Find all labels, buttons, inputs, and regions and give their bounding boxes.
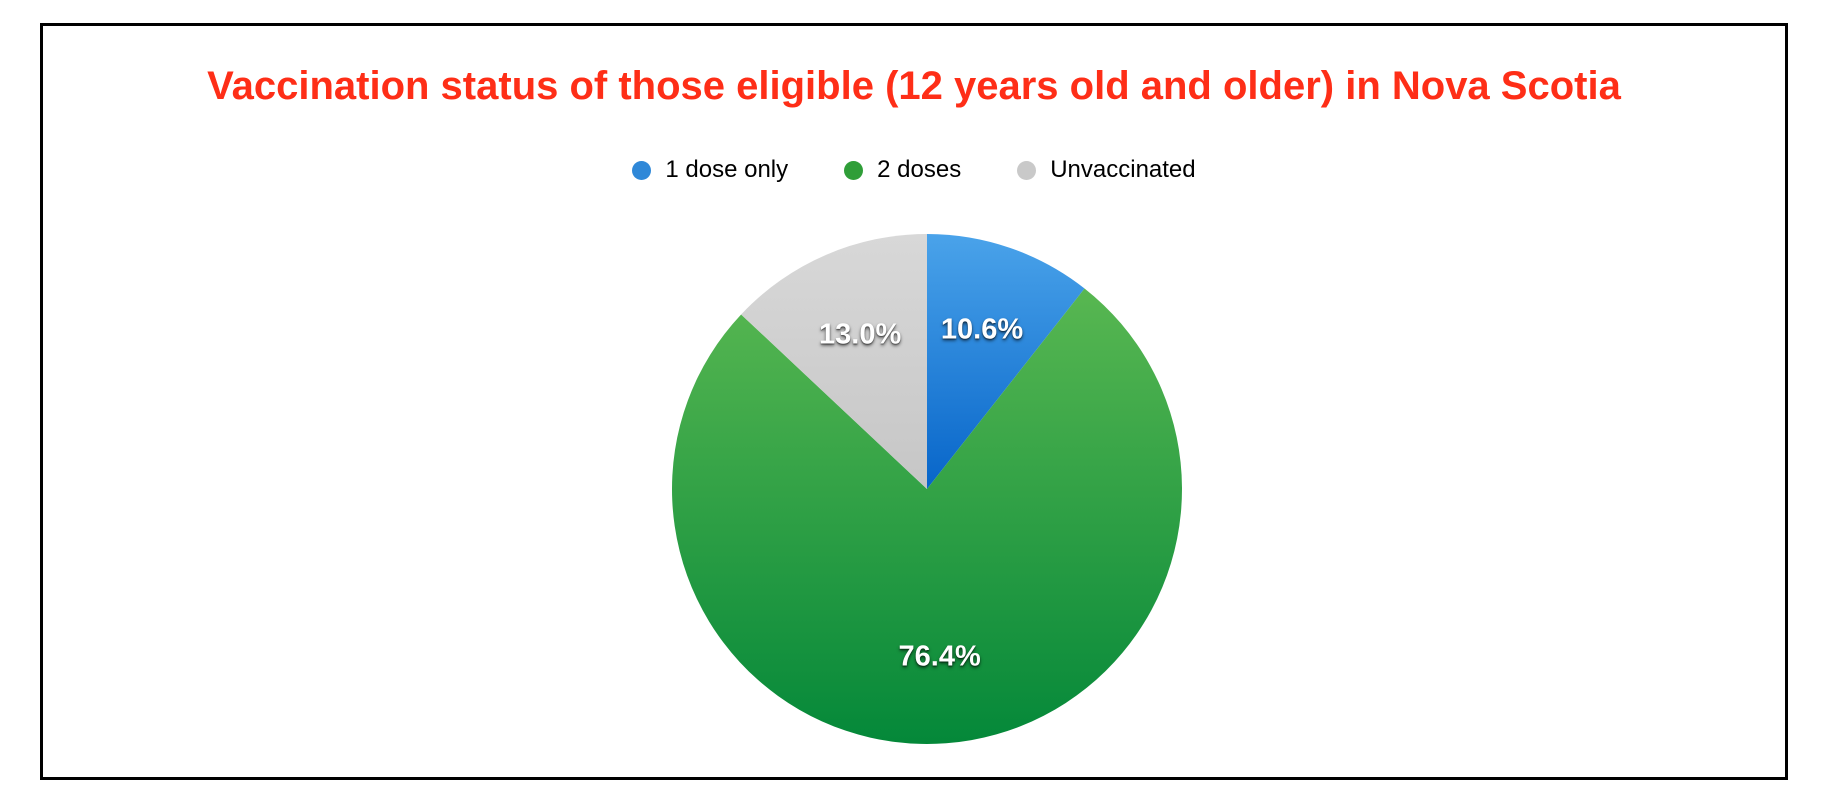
pie-svg: [671, 234, 1182, 745]
legend-swatch-icon: [844, 160, 864, 180]
pie-slice-2-doses[interactable]: [671, 288, 1182, 745]
chart-title: Vaccination status of those eligible (12…: [207, 64, 1621, 108]
pie-chart: 10.6% 76.4% 13.0%: [671, 233, 1183, 745]
legend-item-1-dose-only[interactable]: 1 dose only: [632, 156, 788, 184]
legend: 1 dose only 2 doses Unvaccinated: [40, 154, 1788, 186]
legend-item-unvaccinated[interactable]: Unvaccinated: [1017, 156, 1196, 184]
pie-slice-unvaccinated[interactable]: [741, 234, 927, 489]
legend-label: 2 doses: [877, 156, 962, 183]
legend-item-2-doses[interactable]: 2 doses: [844, 156, 961, 184]
legend-swatch-icon: [1017, 160, 1037, 180]
legend-label: 1 dose only: [665, 156, 789, 183]
legend-label: Unvaccinated: [1050, 156, 1196, 183]
legend-swatch-icon: [632, 160, 652, 180]
pie-slice-1-dose-only[interactable]: [927, 234, 1085, 489]
